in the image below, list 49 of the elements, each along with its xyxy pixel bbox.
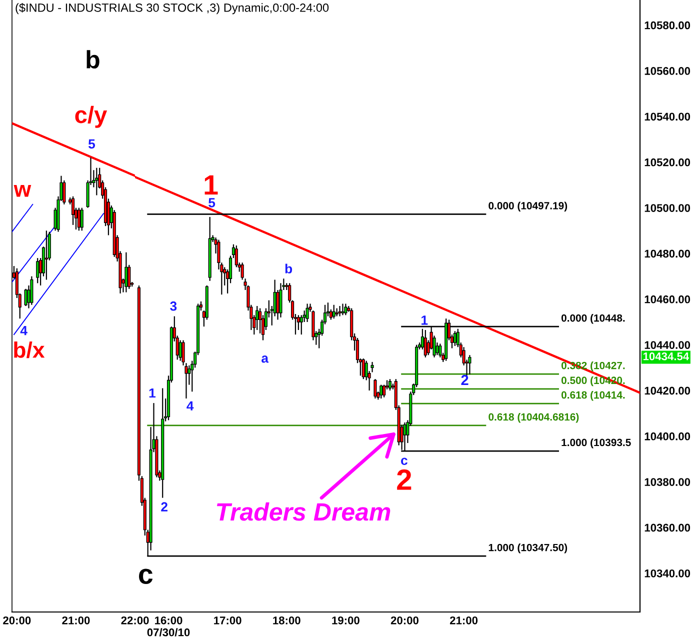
y-tick-label: 10380.00 <box>644 478 690 486</box>
y-tick-label: 10580.00 <box>644 21 690 30</box>
y-tick-label: 10500.00 <box>644 204 690 212</box>
annotation: b <box>86 50 100 69</box>
annotation: 2 <box>397 469 412 490</box>
annotation: 1 <box>422 316 428 325</box>
annotation: c <box>401 458 408 465</box>
annotation: 5 <box>208 198 216 208</box>
y-tick-label: 10360.00 <box>644 524 690 532</box>
annotation: 4 <box>20 326 28 336</box>
series-label: 0.000 (10448. <box>561 314 625 324</box>
annotation: w <box>14 184 32 197</box>
annotation: b <box>285 264 292 274</box>
x-tick-label: 21:00 <box>450 616 478 624</box>
series-label: 0.618 (10414. <box>561 391 625 401</box>
annotation: c/y <box>75 106 108 128</box>
text: ($INDU - INDUSTRIALS 30 STOCK ,3) Dynamic,0:00-24:00 <box>16 3 329 14</box>
annotation: 4 <box>186 401 194 410</box>
y-tick-label: 10540.00 <box>644 112 690 121</box>
y-tick-label: 10420.00 <box>644 386 690 395</box>
y-tick-label: 10440.00 <box>644 341 690 349</box>
annotation: Traders Dream <box>216 502 390 521</box>
annotation: c <box>139 568 153 584</box>
series-label: 0.000 (10497.19) <box>488 202 568 212</box>
x-tick-label: 21:00 <box>62 616 90 624</box>
x-tick-label: 17:00 <box>214 616 242 624</box>
annotation: 3 <box>170 301 177 311</box>
x-tick-label: 20:00 <box>390 616 418 624</box>
annotation: 1 <box>149 388 156 398</box>
x-tick-label: 22:00 <box>121 616 149 624</box>
y-tick-label: 10400.00 <box>644 432 690 440</box>
series-label: 1.000 (10393.5 <box>562 438 631 448</box>
annotation: 1 <box>204 175 218 194</box>
x-tick-label: 20:00 <box>3 616 31 624</box>
x-tick-label: 19:00 <box>332 616 360 624</box>
y-tick-label: 10340.00 <box>644 569 690 578</box>
series-label: 1.000 (10347.50) <box>488 544 568 554</box>
annotation: 2 <box>461 374 468 386</box>
y-tick-label: 10480.00 <box>644 250 690 258</box>
annotation: a <box>262 356 269 363</box>
annotation: 5 <box>88 139 96 149</box>
y-tick-label: 10560.00 <box>644 67 690 75</box>
text: 10434.54 <box>643 352 690 360</box>
annotation: 2 <box>161 502 168 512</box>
series-label: 0.618 (10404.6816) <box>488 412 579 423</box>
y-tick-label: 10520.00 <box>644 158 690 166</box>
x-tick-label: 18:00 <box>273 616 300 624</box>
y-tick-label: 10460.00 <box>644 295 690 304</box>
annotation: b/x <box>14 342 45 358</box>
